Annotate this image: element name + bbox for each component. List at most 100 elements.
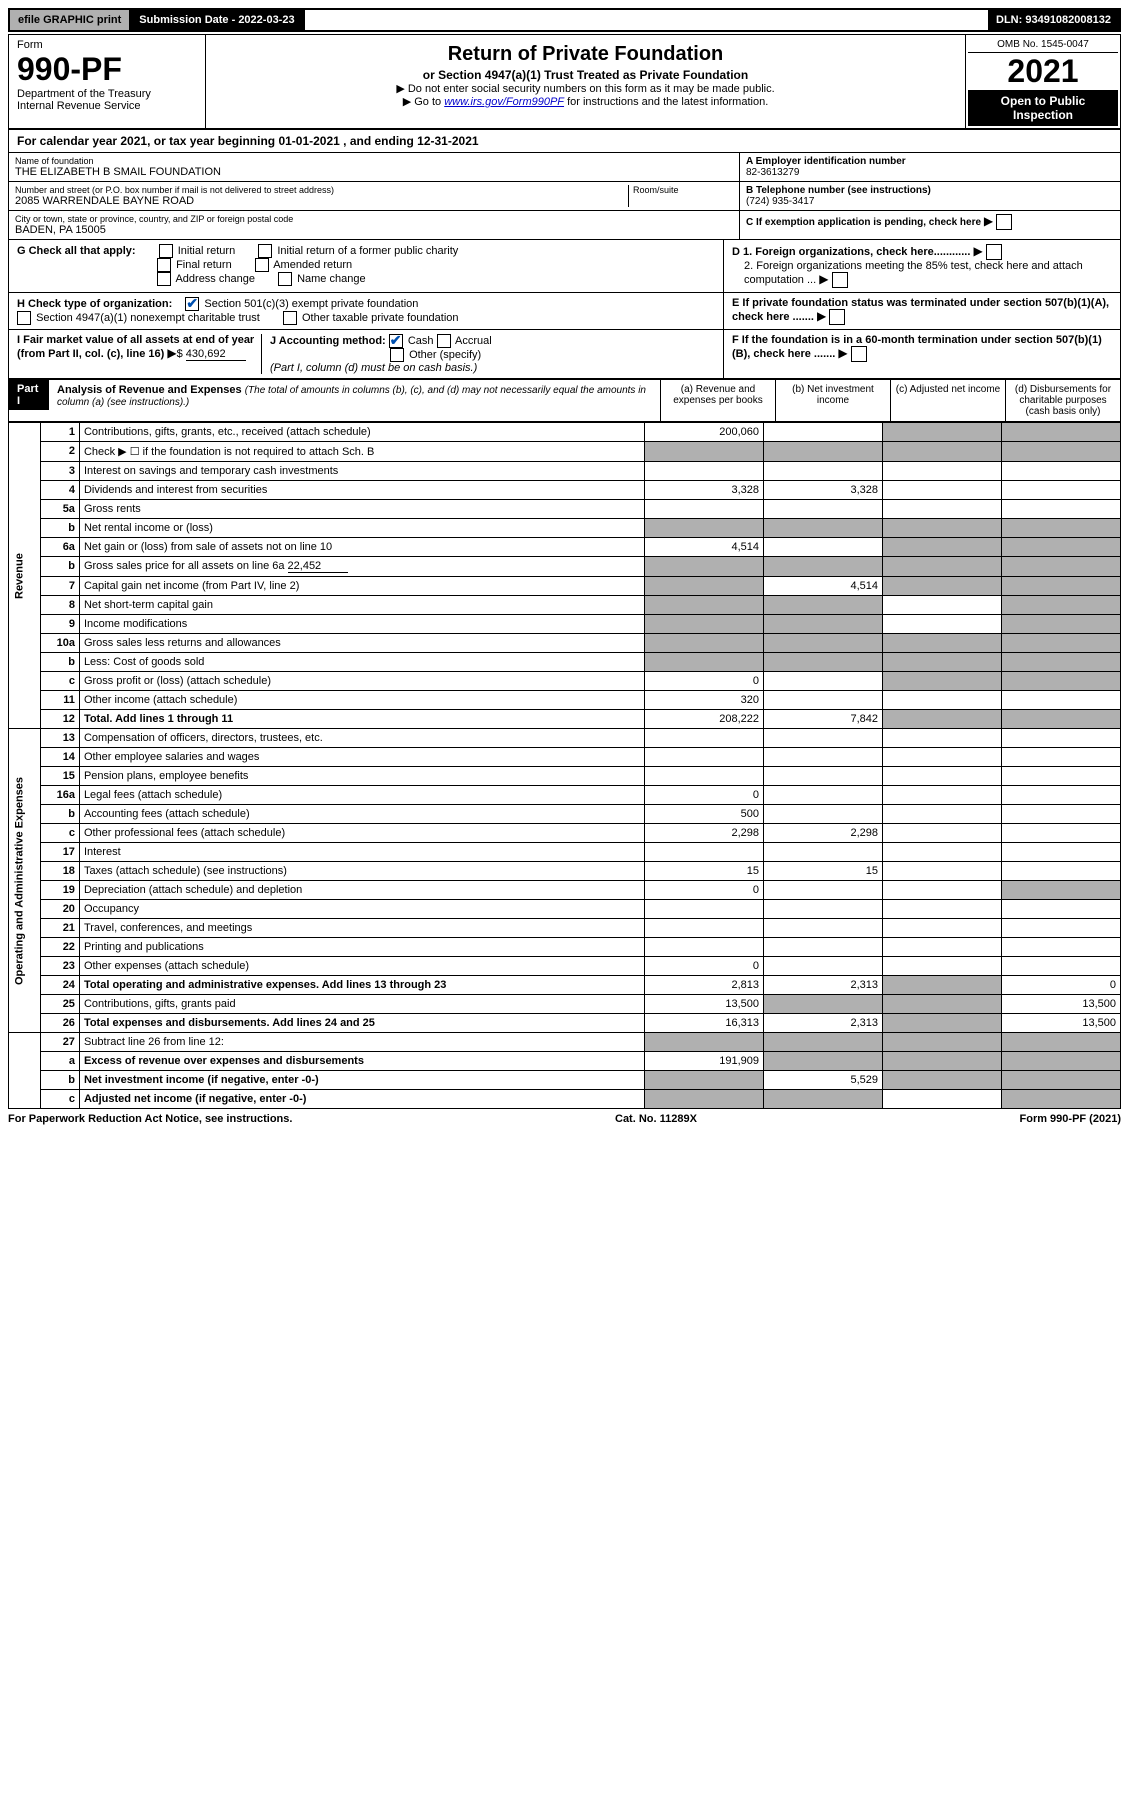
- cell-r21-a: [645, 919, 764, 938]
- col-c-head: (c) Adjusted net income: [890, 380, 1005, 421]
- f-label: F If the foundation is in a 60-month ter…: [732, 334, 1102, 360]
- form-link[interactable]: www.irs.gov/Form990PF: [444, 96, 564, 108]
- cell-r17-d: [1002, 843, 1121, 862]
- cb-4947[interactable]: [17, 311, 31, 325]
- cell-r16a-c: [883, 786, 1002, 805]
- e-checkbox[interactable]: [829, 309, 845, 325]
- row-label-r21: Travel, conferences, and meetings: [79, 919, 644, 938]
- cell-r22-d: [1002, 938, 1121, 957]
- cell-r25-d: 13,500: [1002, 995, 1121, 1014]
- dept-label: Department of the Treasury: [17, 88, 197, 100]
- cell-r16b-d: [1002, 805, 1121, 824]
- row-label-r17: Interest: [79, 843, 644, 862]
- table-row: 10a Gross sales less returns and allowan…: [9, 634, 1121, 653]
- row-label-r24: Total operating and administrative expen…: [79, 976, 644, 995]
- top-bar: efile GRAPHIC print Submission Date - 20…: [8, 8, 1121, 32]
- cell-r6b-a: [645, 557, 764, 577]
- row-label-r5b: Net rental income or (loss): [79, 519, 644, 538]
- cell-r27-a: [645, 1033, 764, 1052]
- table-row: Revenue1 Contributions, gifts, grants, e…: [9, 423, 1121, 442]
- row-num-r10a: 10a: [40, 634, 79, 653]
- foundation-name: THE ELIZABETH B SMAIL FOUNDATION: [15, 166, 733, 178]
- cb-name-change[interactable]: [278, 272, 292, 286]
- cb-address[interactable]: [157, 272, 171, 286]
- cell-r24-c: [883, 976, 1002, 995]
- row-label-r9: Income modifications: [79, 615, 644, 634]
- g-label: G Check all that apply:: [17, 245, 136, 257]
- cell-r27c-a: [645, 1090, 764, 1109]
- cell-r19-a: 0: [645, 881, 764, 900]
- cb-501c3[interactable]: [185, 297, 199, 311]
- table-row: 6a Net gain or (loss) from sale of asset…: [9, 538, 1121, 557]
- cell-r23-b: [764, 957, 883, 976]
- cell-r15-a: [645, 767, 764, 786]
- opt-address: Address change: [175, 273, 255, 285]
- row-label-r8: Net short-term capital gain: [79, 596, 644, 615]
- cell-r24-a: 2,813: [645, 976, 764, 995]
- irs-label: Internal Revenue Service: [17, 100, 197, 112]
- row-label-r16b: Accounting fees (attach schedule): [79, 805, 644, 824]
- table-row: 19 Depreciation (attach schedule) and de…: [9, 881, 1121, 900]
- cb-other-spec[interactable]: [390, 348, 404, 362]
- row-label-r16c: Other professional fees (attach schedule…: [79, 824, 644, 843]
- cell-r11-c: [883, 691, 1002, 710]
- inst2-post: for instructions and the latest informat…: [564, 96, 768, 108]
- cell-r11-b: [764, 691, 883, 710]
- ein-val: 82-3613279: [746, 167, 1114, 178]
- j-note: (Part I, column (d) must be on cash basi…: [270, 362, 477, 374]
- d2-checkbox[interactable]: [832, 272, 848, 288]
- row-label-r15: Pension plans, employee benefits: [79, 767, 644, 786]
- instruction-1: ▶ Do not enter social security numbers o…: [212, 82, 959, 95]
- cb-cash[interactable]: [389, 334, 403, 348]
- cell-r12-a: 208,222: [645, 710, 764, 729]
- cell-r7-d: [1002, 577, 1121, 596]
- cell-r3-d: [1002, 462, 1121, 481]
- cb-initial-return[interactable]: [159, 244, 173, 258]
- row-num-r11: 11: [40, 691, 79, 710]
- c-checkbox[interactable]: [996, 214, 1012, 230]
- cell-r2-b: [764, 442, 883, 462]
- cell-r15-d: [1002, 767, 1121, 786]
- row-label-r23: Other expenses (attach schedule): [79, 957, 644, 976]
- row-num-r23: 23: [40, 957, 79, 976]
- row-num-r17: 17: [40, 843, 79, 862]
- cell-r21-b: [764, 919, 883, 938]
- fmv-value: 430,692: [186, 348, 246, 361]
- table-row: c Gross profit or (loss) (attach schedul…: [9, 672, 1121, 691]
- header-left: Form 990-PF Department of the Treasury I…: [9, 35, 206, 128]
- cell-r14-b: [764, 748, 883, 767]
- cb-amended[interactable]: [255, 258, 269, 272]
- footer-mid: Cat. No. 11289X: [615, 1113, 697, 1125]
- row-num-r8: 8: [40, 596, 79, 615]
- cell-r5a-b: [764, 500, 883, 519]
- cell-r6a-a: 4,514: [645, 538, 764, 557]
- f-checkbox[interactable]: [851, 346, 867, 362]
- cell-r5a-a: [645, 500, 764, 519]
- cb-initial-former[interactable]: [258, 244, 272, 258]
- inst2-pre: ▶ Go to: [403, 96, 444, 108]
- header-center: Return of Private Foundation or Section …: [206, 35, 965, 128]
- j-other: Other (specify): [409, 349, 481, 361]
- form-header: Form 990-PF Department of the Treasury I…: [8, 34, 1121, 130]
- cell-r16c-d: [1002, 824, 1121, 843]
- cell-r27a-a: 191,909: [645, 1052, 764, 1071]
- table-row: 7 Capital gain net income (from Part IV,…: [9, 577, 1121, 596]
- cell-r10a-d: [1002, 634, 1121, 653]
- cell-r10b-b: [764, 653, 883, 672]
- cb-final[interactable]: [157, 258, 171, 272]
- row-num-r16c: c: [40, 824, 79, 843]
- cell-r24-b: 2,313: [764, 976, 883, 995]
- d1-checkbox[interactable]: [986, 244, 1002, 260]
- efile-print-button[interactable]: efile GRAPHIC print: [10, 10, 131, 30]
- cell-r6a-c: [883, 538, 1002, 557]
- row-label-r27a: Excess of revenue over expenses and disb…: [79, 1052, 644, 1071]
- submission-date: Submission Date - 2022-03-23: [131, 10, 304, 30]
- cell-r13-a: [645, 729, 764, 748]
- cell-r4-c: [883, 481, 1002, 500]
- cell-r6b-c: [883, 557, 1002, 577]
- c-label: C If exemption application is pending, c…: [746, 217, 981, 228]
- header-right: OMB No. 1545-0047 2021 Open to Public In…: [965, 35, 1120, 128]
- phone-label: B Telephone number (see instructions): [746, 185, 1114, 196]
- cb-accrual[interactable]: [437, 334, 451, 348]
- cb-other-taxable[interactable]: [283, 311, 297, 325]
